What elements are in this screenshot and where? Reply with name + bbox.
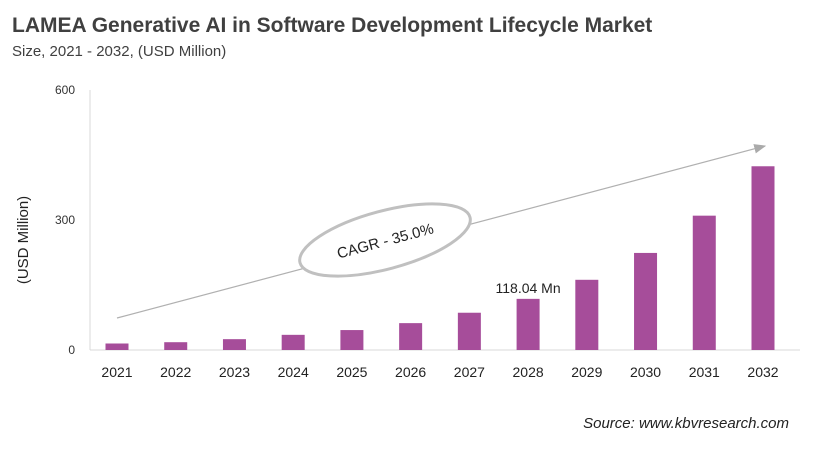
x-tick-label: 2027	[454, 364, 485, 380]
bar-2022	[164, 342, 188, 350]
bar-2023	[222, 339, 246, 350]
bar-2030	[634, 252, 658, 350]
bar-2032	[751, 166, 775, 350]
bar-2025	[340, 330, 364, 350]
y-axis-label: (USD Million)	[15, 196, 32, 284]
chart-subtitle: Size, 2021 - 2032, (USD Million)	[12, 43, 227, 60]
bar-2024	[281, 334, 305, 350]
x-tick-label: 2025	[336, 364, 367, 380]
bar-2026	[399, 323, 423, 350]
bar-2031	[692, 215, 716, 350]
x-tick-label: 2026	[395, 364, 426, 380]
x-tick-label: 2028	[513, 364, 544, 380]
bar-2021	[105, 343, 129, 350]
x-tick-label: 2030	[630, 364, 661, 380]
y-tick-label: 600	[55, 83, 75, 97]
x-tick-label: 2021	[101, 364, 132, 380]
x-tick-label: 2031	[689, 364, 720, 380]
y-tick-label: 0	[68, 343, 75, 357]
source-note: Source: www.kbvresearch.com	[583, 415, 789, 432]
cagr-ellipse	[298, 202, 472, 278]
x-tick-label: 2032	[747, 364, 778, 380]
data-label: 118.04 Mn	[496, 280, 561, 296]
bar-2028	[516, 298, 540, 350]
y-tick-label: 300	[55, 213, 75, 227]
chart-title: LAMEA Generative AI in Software Developm…	[12, 14, 653, 37]
x-tick-label: 2024	[278, 364, 309, 380]
x-tick-label: 2022	[160, 364, 191, 380]
x-tick-label: 2029	[571, 364, 602, 380]
bar-2027	[457, 312, 481, 350]
x-tick-label: 2023	[219, 364, 250, 380]
bar-2029	[575, 279, 599, 350]
